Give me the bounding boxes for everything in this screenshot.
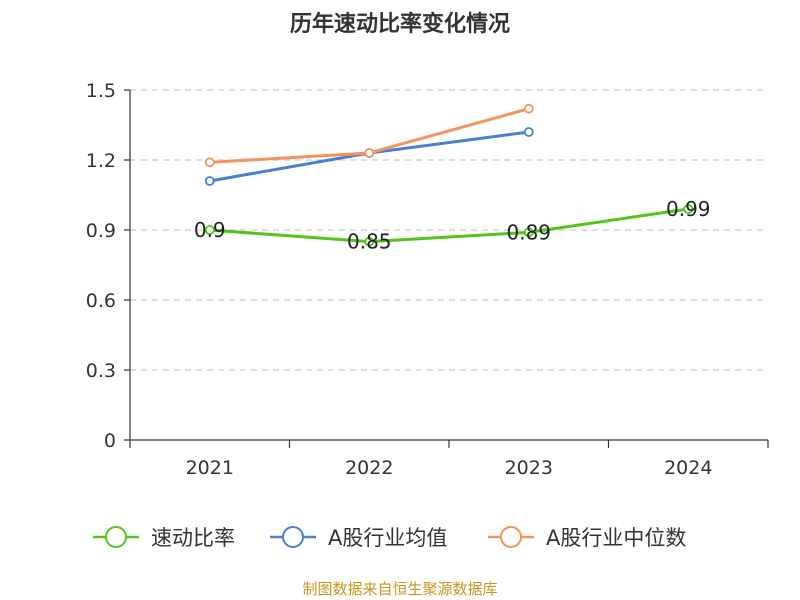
series-line xyxy=(209,207,689,244)
data-labels: 0.9 0.85 0.89 0.99 xyxy=(194,197,711,254)
x-tick-label: 2021 xyxy=(186,457,234,479)
data-label: 0.99 xyxy=(666,197,711,221)
data-point xyxy=(204,176,215,186)
legend-label: A股行业均值 xyxy=(328,526,447,550)
x-tick-label: 2023 xyxy=(505,457,553,479)
source-footer: 制图数据来自恒生聚源数据库 xyxy=(302,580,498,598)
y-axis-ticks: 0 0.3 0.6 0.9 1.2 1.5 xyxy=(86,80,130,452)
legend-item[interactable]: 速动比率 xyxy=(93,526,235,550)
x-tick-label: 2024 xyxy=(664,457,712,479)
chart-title: 历年速动比率变化情况 xyxy=(289,12,510,37)
data-label: 0.85 xyxy=(347,230,392,254)
legend-item[interactable]: A股行业中位数 xyxy=(488,526,686,550)
data-point xyxy=(364,148,375,158)
y-tick-label: 1.2 xyxy=(86,150,116,172)
legend-marker xyxy=(500,526,522,548)
legend-label: 速动比率 xyxy=(151,526,235,550)
legend-label: A股行业中位数 xyxy=(546,526,686,550)
legend: 速动比率 A股行业均值 A股行业中位数 xyxy=(93,526,686,550)
x-axis-ticks: 2021 2022 2023 2024 xyxy=(129,440,769,479)
y-tick-label: 1.5 xyxy=(86,80,116,102)
legend-marker xyxy=(105,526,127,548)
y-tick-label: 0 xyxy=(104,430,116,452)
legend-item[interactable]: A股行业均值 xyxy=(270,526,447,550)
x-tick-label: 2022 xyxy=(345,457,393,479)
data-label: 0.89 xyxy=(506,220,551,244)
data-label: 0.9 xyxy=(194,218,226,242)
data-point xyxy=(683,204,694,214)
y-tick-label: 0.6 xyxy=(86,290,116,312)
data-point xyxy=(364,236,375,247)
series-lines xyxy=(204,103,694,247)
data-point xyxy=(204,225,215,235)
data-point xyxy=(523,103,534,114)
data-point xyxy=(523,127,534,137)
grid-lines xyxy=(130,89,768,371)
data-point xyxy=(204,157,215,168)
y-tick-label: 0.3 xyxy=(86,360,116,382)
legend-marker xyxy=(282,526,304,548)
data-point xyxy=(523,227,534,238)
y-tick-label: 0.9 xyxy=(86,220,116,242)
